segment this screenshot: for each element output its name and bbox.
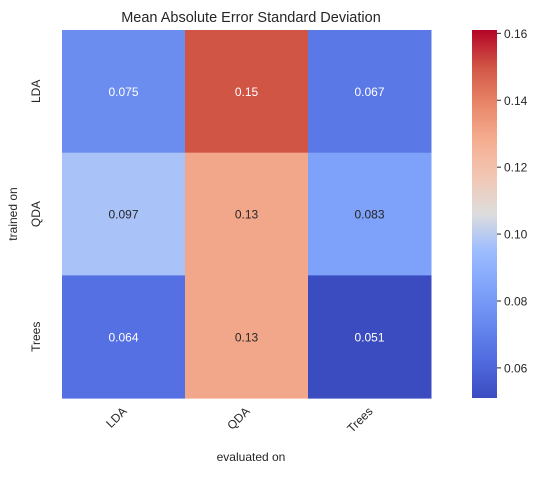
heatmap-cell-1-2 <box>185 30 309 154</box>
x-axis-label: evaluated on <box>217 450 286 464</box>
heatmap-cell-1-3 <box>308 30 432 154</box>
heatmap-cell-3-2 <box>185 275 309 399</box>
cell-value-label: 0.083 <box>354 208 384 222</box>
y-tick-labels: LDA QDA Trees <box>29 80 43 352</box>
cell-value-label: 0.15 <box>235 85 259 99</box>
y-tick-label: QDA <box>29 201 43 227</box>
x-tick-label: QDA <box>224 404 252 432</box>
heatmap-cell-2-3 <box>308 152 432 276</box>
heatmap-cell-3-1 <box>62 275 186 399</box>
y-tick-label: LDA <box>29 80 43 103</box>
heatmap-cell-2-1 <box>62 152 186 276</box>
y-axis-label: trained on <box>6 187 20 240</box>
x-tick-label: LDA <box>103 404 129 430</box>
heatmap-cell-3-3 <box>308 275 432 399</box>
colorbar-tick-label: 0.14 <box>504 94 528 108</box>
cell-value-label: 0.067 <box>354 85 384 99</box>
x-tick-labels: LDA QDA Trees <box>103 404 375 435</box>
colorbar <box>472 30 497 398</box>
heatmap-cells: 0.075 0.15 0.067 0.097 0.13 0.083 0.064 0.13 0.0… <box>62 30 432 399</box>
cell-value-label: 0.075 <box>108 85 138 99</box>
colorbar-ticks: 0.06 0.08 0.10 0.12 0.14 0.16 <box>497 27 528 375</box>
heatmap-cell-2-2 <box>185 152 309 276</box>
cell-value-label: 0.051 <box>354 330 384 344</box>
cell-value-label: 0.13 <box>235 208 259 222</box>
y-tick-label: Trees <box>29 322 43 352</box>
cell-value-label: 0.064 <box>108 330 138 344</box>
heatmap-cell-1-1 <box>62 30 186 154</box>
colorbar-tick-label: 0.16 <box>504 27 528 41</box>
cell-value-label: 0.097 <box>108 208 138 222</box>
colorbar-tick-label: 0.10 <box>504 228 528 242</box>
cell-value-label: 0.13 <box>235 330 259 344</box>
x-tick-label: Trees <box>344 404 375 435</box>
colorbar-tick-label: 0.06 <box>504 361 528 375</box>
chart-title: Mean Absolute Error Standard Deviation <box>121 10 381 26</box>
colorbar-tick-label: 0.12 <box>504 161 528 175</box>
colorbar-tick-label: 0.08 <box>504 294 528 308</box>
